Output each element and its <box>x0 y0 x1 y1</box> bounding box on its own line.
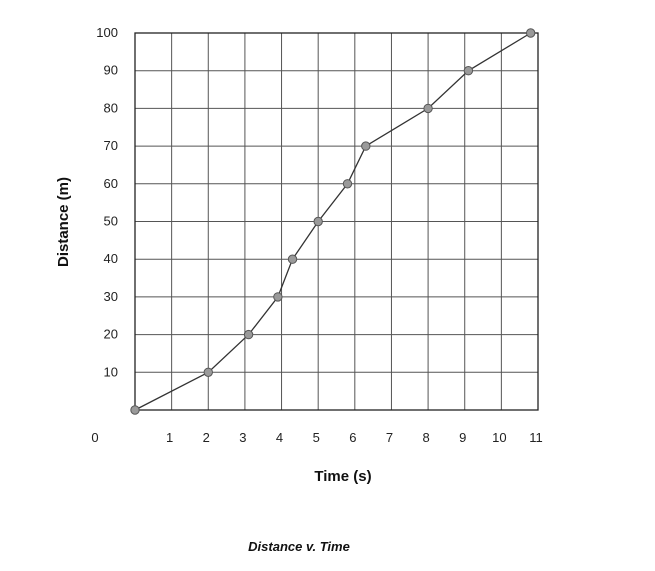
data-point <box>203 367 213 377</box>
y-tick-label: 90 <box>104 63 118 78</box>
x-tick-label: 7 <box>386 430 393 445</box>
x-tick-label: 9 <box>459 430 466 445</box>
data-point <box>361 141 371 151</box>
data-point <box>313 216 323 227</box>
data-point <box>273 292 283 302</box>
y-tick-label: 30 <box>104 289 118 304</box>
x-tick-label: 4 <box>276 430 283 445</box>
grid <box>135 33 538 410</box>
data-point <box>423 103 433 114</box>
y-axis-title: Distance (m) <box>55 177 72 267</box>
data-points <box>130 28 536 415</box>
y-tick-label: 60 <box>104 176 118 191</box>
y-tick-label: 50 <box>104 214 118 229</box>
x-tick-label: 11 <box>529 430 543 445</box>
y-tick-label: 80 <box>104 100 118 115</box>
data-point <box>243 329 254 340</box>
y-tick-label: 100 <box>96 25 118 40</box>
x-tick-label: 1 <box>166 430 173 445</box>
x-tick-labels: 0 1 2 3 4 5 6 7 8 9 10 11 <box>91 430 542 445</box>
plot-frame <box>134 32 539 411</box>
y-tick-label: 20 <box>104 327 118 342</box>
x-axis-title: Time (s) <box>314 468 371 485</box>
y-tick-labels: 10 20 30 40 50 60 70 80 90 100 <box>96 25 118 379</box>
data-point <box>463 66 474 76</box>
x-tick-label: 2 <box>203 430 210 445</box>
x-tick-label: 0 <box>91 430 98 445</box>
data-point <box>525 28 536 38</box>
chart-caption: Distance v. Time <box>248 539 350 554</box>
x-tick-label: 6 <box>349 430 356 445</box>
data-point <box>342 179 353 189</box>
y-tick-label: 40 <box>104 251 118 266</box>
x-tick-label: 3 <box>239 430 246 445</box>
x-tick-label: 8 <box>422 430 429 445</box>
y-tick-label: 70 <box>104 138 118 153</box>
data-point <box>287 254 298 264</box>
x-tick-label: 10 <box>492 430 506 445</box>
y-tick-label: 10 <box>104 364 118 379</box>
data-point <box>130 405 140 415</box>
x-tick-label: 5 <box>313 430 320 445</box>
